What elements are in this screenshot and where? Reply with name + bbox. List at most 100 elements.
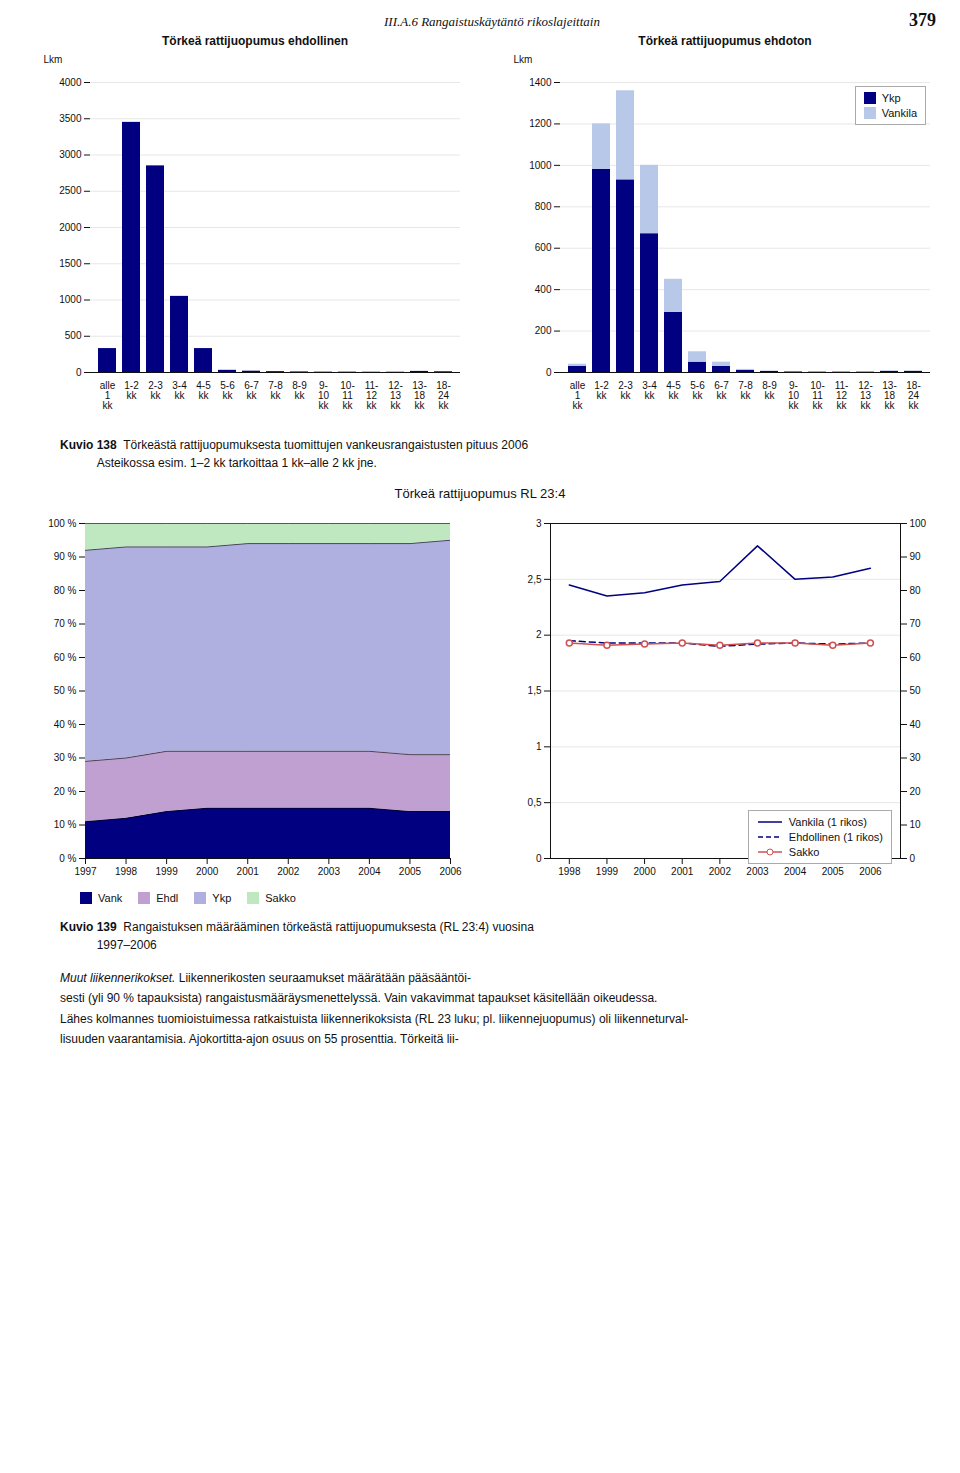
svg-text:2,5: 2,5 <box>528 574 542 585</box>
svg-text:80: 80 <box>910 585 922 596</box>
svg-text:2003: 2003 <box>318 866 341 877</box>
svg-text:1-2kk: 1-2kk <box>124 380 139 401</box>
svg-text:50: 50 <box>910 685 922 696</box>
svg-text:alle1kk: alle1kk <box>570 380 586 411</box>
svg-text:2003: 2003 <box>746 866 769 877</box>
svg-text:2: 2 <box>536 629 542 640</box>
svg-text:11-12kk: 11-12kk <box>365 380 379 411</box>
svg-text:0,5: 0,5 <box>528 797 542 808</box>
svg-text:40: 40 <box>910 719 922 730</box>
html-text:Törkeä rattijuopumus RL 23:4: Törkeä rattijuopumus RL 23:4 <box>394 486 566 501</box>
svg-text:30: 30 <box>910 752 922 763</box>
svg-text:2002: 2002 <box>709 866 732 877</box>
svg-text:1,5: 1,5 <box>528 685 542 696</box>
svg-text:2004: 2004 <box>358 866 381 877</box>
svg-text:13-18kk: 13-18kk <box>882 380 896 411</box>
svg-text:Lkm: Lkm <box>514 54 533 65</box>
svg-text:5-6kk: 5-6kk <box>690 380 705 401</box>
svg-text:0: 0 <box>76 367 82 378</box>
svg-text:6-7kk: 6-7kk <box>244 380 259 401</box>
svg-text:2000: 2000 <box>196 866 219 877</box>
svg-text:18-24kk: 18-24kk <box>436 380 450 411</box>
svg-text:10 %: 10 % <box>54 819 77 830</box>
svg-text:10-11kk: 10-11kk <box>340 380 354 411</box>
svg-text:30 %: 30 % <box>54 752 77 763</box>
svg-text:1998: 1998 <box>558 866 581 877</box>
svg-text:7-8kk: 7-8kk <box>268 380 283 401</box>
svg-text:1999: 1999 <box>596 866 619 877</box>
svg-text:40 %: 40 % <box>54 719 77 730</box>
html-text:379: 379 <box>909 10 936 30</box>
svg-text:0: 0 <box>546 367 552 378</box>
svg-text:100 %: 100 % <box>48 518 76 529</box>
svg-text:2000: 2000 <box>59 222 82 233</box>
svg-text:2-3kk: 2-3kk <box>148 380 163 401</box>
svg-text:9-10kk: 9-10kk <box>318 380 330 411</box>
svg-text:20 %: 20 % <box>54 786 77 797</box>
svg-text:100: 100 <box>910 518 927 529</box>
svg-text:2-3kk: 2-3kk <box>618 380 633 401</box>
svg-text:12-13kk: 12-13kk <box>388 380 402 411</box>
svg-text:11-12kk: 11-12kk <box>835 380 849 411</box>
svg-text:2002: 2002 <box>277 866 300 877</box>
svg-text:800: 800 <box>535 201 552 212</box>
svg-text:1999: 1999 <box>155 866 178 877</box>
svg-text:3-4kk: 3-4kk <box>172 380 187 401</box>
svg-text:2500: 2500 <box>59 185 82 196</box>
svg-text:1000: 1000 <box>59 294 82 305</box>
svg-text:10-11kk: 10-11kk <box>810 380 824 411</box>
svg-text:1997: 1997 <box>74 866 97 877</box>
svg-text:1400: 1400 <box>529 77 552 88</box>
svg-text:8-9kk: 8-9kk <box>762 380 777 401</box>
svg-text:0 %: 0 % <box>59 853 76 864</box>
svg-text:1998: 1998 <box>115 866 138 877</box>
svg-text:1500: 1500 <box>59 258 82 269</box>
svg-text:2001: 2001 <box>671 866 694 877</box>
svg-text:8-9kk: 8-9kk <box>292 380 307 401</box>
svg-text:Lkm: Lkm <box>44 54 63 65</box>
svg-text:60 %: 60 % <box>54 652 77 663</box>
svg-text:70 %: 70 % <box>54 618 77 629</box>
svg-text:3: 3 <box>536 518 542 529</box>
svg-text:12-13kk: 12-13kk <box>858 380 872 411</box>
svg-text:3500: 3500 <box>59 113 82 124</box>
svg-text:3000: 3000 <box>59 149 82 160</box>
svg-text:2005: 2005 <box>822 866 845 877</box>
svg-text:0: 0 <box>910 853 916 864</box>
svg-text:1-2kk: 1-2kk <box>594 380 609 401</box>
svg-text:2005: 2005 <box>399 866 422 877</box>
svg-text:1200: 1200 <box>529 118 552 129</box>
svg-text:80 %: 80 % <box>54 585 77 596</box>
svg-text:13-18kk: 13-18kk <box>412 380 426 411</box>
svg-text:600: 600 <box>535 242 552 253</box>
svg-text:2001: 2001 <box>237 866 260 877</box>
svg-text:2006: 2006 <box>859 866 882 877</box>
svg-text:4-5kk: 4-5kk <box>666 380 681 401</box>
svg-text:500: 500 <box>65 330 82 341</box>
svg-text:70: 70 <box>910 618 922 629</box>
svg-text:2004: 2004 <box>784 866 807 877</box>
svg-text:1: 1 <box>536 741 542 752</box>
svg-text:4-5kk: 4-5kk <box>196 380 211 401</box>
svg-text:6-7kk: 6-7kk <box>714 380 729 401</box>
html-text:III.A.6 Rangaistuskäytäntö rik: III.A.6 Rangaistuskäytäntö rikoslajeitta… <box>384 14 600 29</box>
svg-text:3-4kk: 3-4kk <box>642 380 657 401</box>
svg-text:200: 200 <box>535 325 552 336</box>
svg-text:60: 60 <box>910 652 922 663</box>
svg-text:10: 10 <box>910 819 922 830</box>
svg-text:90 %: 90 % <box>54 551 77 562</box>
svg-text:50 %: 50 % <box>54 685 77 696</box>
svg-text:18-24kk: 18-24kk <box>906 380 920 411</box>
svg-text:0: 0 <box>536 853 542 864</box>
svg-text:5-6kk: 5-6kk <box>220 380 235 401</box>
svg-text:400: 400 <box>535 284 552 295</box>
svg-text:2000: 2000 <box>633 866 656 877</box>
svg-text:1000: 1000 <box>529 160 552 171</box>
svg-text:7-8kk: 7-8kk <box>738 380 753 401</box>
svg-text:9-10kk: 9-10kk <box>788 380 800 411</box>
svg-text:alle1kk: alle1kk <box>100 380 116 411</box>
svg-text:20: 20 <box>910 786 922 797</box>
svg-text:2006: 2006 <box>439 866 462 877</box>
svg-text:4000: 4000 <box>59 77 82 88</box>
svg-text:90: 90 <box>910 551 922 562</box>
